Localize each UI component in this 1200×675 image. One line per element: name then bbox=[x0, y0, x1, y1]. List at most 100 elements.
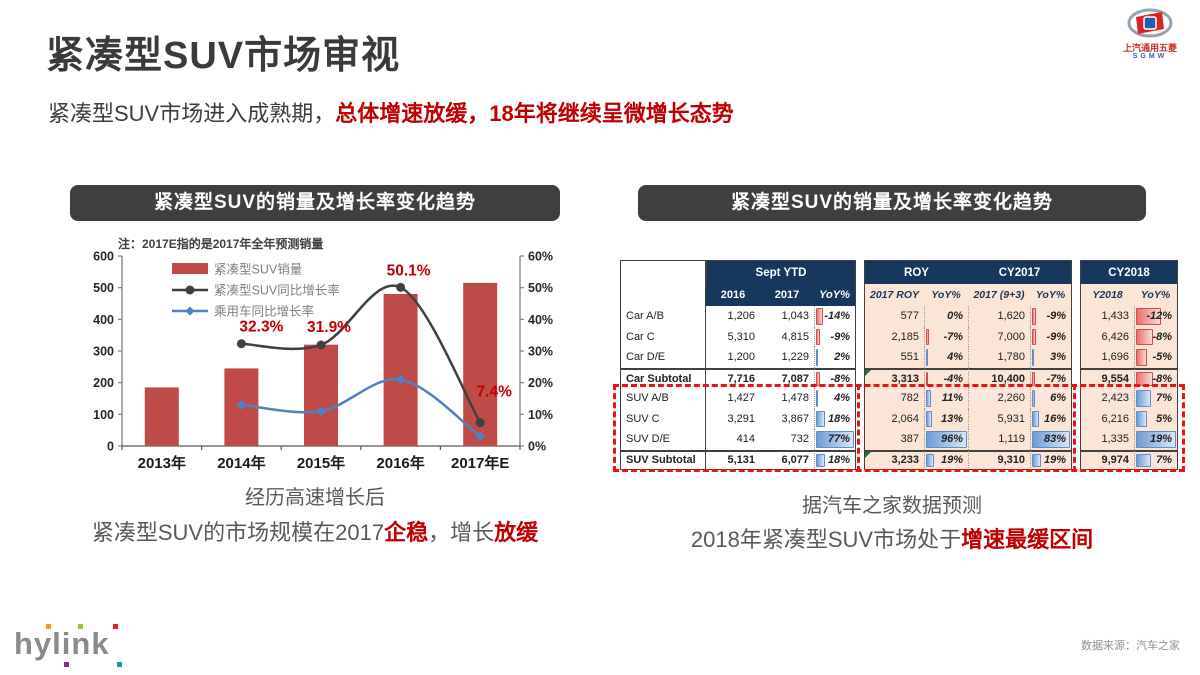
table-cell: 1,427 bbox=[727, 392, 755, 405]
table-cell: -8% bbox=[814, 367, 856, 388]
svg-text:500: 500 bbox=[93, 281, 114, 295]
svg-text:0: 0 bbox=[107, 440, 114, 454]
yoy-value: 11% bbox=[941, 392, 963, 405]
yoy-data-bar bbox=[816, 308, 823, 325]
yoy-value: -14% bbox=[824, 310, 850, 323]
green-corner-flag-icon bbox=[865, 369, 871, 376]
sgmw-emblem-icon bbox=[1127, 8, 1173, 42]
yoy-data-bar bbox=[1032, 410, 1040, 427]
green-corner-flag-icon bbox=[865, 451, 871, 458]
yoy-value: -7% bbox=[943, 330, 963, 343]
table-cell: 3% bbox=[1030, 347, 1072, 368]
sgmw-abbr: SGMW bbox=[1132, 53, 1168, 61]
table-cell: -8% bbox=[1134, 367, 1178, 388]
left-caption-gray2: ，增长 bbox=[428, 520, 495, 545]
table-corner-cell bbox=[620, 260, 706, 306]
svg-text:乘用车同比增长率: 乘用车同比增长率 bbox=[214, 304, 314, 319]
table-cell: -4% bbox=[924, 367, 968, 388]
yoy-data-bar bbox=[1136, 390, 1151, 407]
yoy-data-bar bbox=[926, 453, 935, 467]
table-cell: 5,931 bbox=[968, 408, 1030, 429]
yoy-data-bar bbox=[1136, 308, 1162, 325]
table-cell: 11% bbox=[924, 388, 968, 409]
yoy-value: -4% bbox=[943, 372, 963, 385]
table-cell: 5,131 bbox=[706, 449, 760, 470]
table-cell: 1,200 bbox=[727, 351, 755, 364]
yoy-value: -8% bbox=[1152, 330, 1172, 343]
table-cell: 83% bbox=[1030, 429, 1072, 450]
table-cell: 577 bbox=[864, 306, 924, 327]
table-row-label: SUV Subtotal bbox=[620, 449, 706, 470]
table-cell: 1,043 bbox=[781, 310, 809, 323]
svg-text:10%: 10% bbox=[528, 408, 553, 422]
table-cell: 1,335 bbox=[1080, 429, 1134, 450]
svg-text:31.9%: 31.9% bbox=[307, 319, 351, 336]
subtitle-plain: 紧凑型SUV市场进入成熟期， bbox=[48, 101, 336, 126]
table-cell: 13% bbox=[924, 408, 968, 429]
table-group-header: CY2017 bbox=[968, 260, 1072, 284]
table-cell: 2,185 bbox=[864, 326, 924, 347]
yoy-data-bar bbox=[816, 390, 818, 407]
table-cell: 9,554 bbox=[1080, 367, 1134, 388]
hylink-logo: hylink bbox=[14, 622, 144, 668]
right-panel-header: 紧凑型SUV的销量及增长率变化趋势 bbox=[638, 185, 1146, 221]
table-cell: 7% bbox=[1134, 449, 1178, 470]
table-cell: 4% bbox=[814, 388, 856, 409]
page-title: 紧凑型SUV市场审视 bbox=[46, 35, 401, 77]
table-cell: 7,087 bbox=[760, 367, 814, 389]
table-cell: 2,064 bbox=[864, 408, 924, 429]
yoy-value: 5% bbox=[1156, 412, 1172, 425]
yoy-value: 4% bbox=[947, 351, 963, 364]
table-row-label: Car A/B bbox=[620, 306, 706, 327]
table-subheader-cell: 2016 bbox=[706, 284, 760, 306]
table-cell: -9% bbox=[1030, 306, 1072, 327]
yoy-data-bar bbox=[816, 349, 818, 366]
table-subheader-cell: 2017 (9+3) bbox=[968, 284, 1030, 306]
table-cell: 3,233 bbox=[864, 449, 924, 470]
yoy-data-bar bbox=[816, 371, 820, 386]
left-panel-header: 紧凑型SUV的销量及增长率变化趋势 bbox=[70, 185, 560, 221]
table-subheader-cell: Y2018 bbox=[1080, 284, 1134, 306]
table-cell: 782 bbox=[864, 388, 924, 409]
table-cell: -9% bbox=[814, 326, 856, 347]
table-cell: 4,815 bbox=[781, 330, 809, 343]
table-cell: 18% bbox=[814, 449, 856, 470]
yoy-data-bar bbox=[1136, 410, 1147, 427]
table-subheader-cell: YoY% bbox=[1030, 284, 1072, 306]
table-cell: -12% bbox=[1134, 306, 1178, 327]
svg-text:60%: 60% bbox=[528, 250, 553, 264]
table-row-label: Car C bbox=[620, 326, 706, 347]
svg-text:100: 100 bbox=[93, 408, 114, 422]
table-cell: -8% bbox=[1134, 326, 1178, 347]
yoy-value: -8% bbox=[830, 372, 850, 385]
yoy-value: -9% bbox=[1046, 310, 1066, 323]
yoy-data-bar bbox=[1032, 328, 1037, 345]
table-subheader-cell: 2017 bbox=[760, 284, 814, 306]
table-row-label: Car Subtotal bbox=[620, 367, 706, 388]
table-cell: 387 bbox=[864, 429, 924, 450]
table-cell: 77% bbox=[814, 429, 856, 450]
svg-text:2015年: 2015年 bbox=[297, 454, 345, 472]
table-cell: 19% bbox=[1030, 449, 1072, 470]
svg-text:40%: 40% bbox=[528, 313, 553, 327]
svg-text:2017年E: 2017年E bbox=[451, 454, 509, 472]
table-cell: 9,310 bbox=[968, 449, 1030, 470]
yoy-value: 0% bbox=[947, 310, 963, 323]
svg-text:注：2017E指的是2017年全年预测销量: 注：2017E指的是2017年全年预测销量 bbox=[118, 236, 323, 251]
logo-dot-red-icon bbox=[113, 624, 118, 629]
yoy-value: 19% bbox=[1043, 454, 1066, 467]
svg-text:50.1%: 50.1% bbox=[387, 262, 431, 279]
yoy-data-bar bbox=[1136, 371, 1153, 386]
table-cell: 4% bbox=[924, 347, 968, 368]
table-cell: 7% bbox=[1134, 388, 1178, 409]
yoy-value: -5% bbox=[1152, 351, 1172, 364]
table-cell: 3,313 bbox=[864, 367, 924, 388]
svg-text:300: 300 bbox=[93, 345, 114, 359]
table-cell: 1,433 bbox=[1080, 306, 1134, 327]
yoy-data-bar bbox=[816, 453, 825, 467]
table-cell: 1,696 bbox=[1080, 347, 1134, 368]
data-source-note: 数据来源：汽车之家 bbox=[1081, 640, 1180, 652]
table-cell: 9,974 bbox=[1080, 449, 1134, 470]
table-row-label: SUV D/E bbox=[620, 429, 706, 450]
yoy-value: -8% bbox=[1152, 372, 1172, 385]
